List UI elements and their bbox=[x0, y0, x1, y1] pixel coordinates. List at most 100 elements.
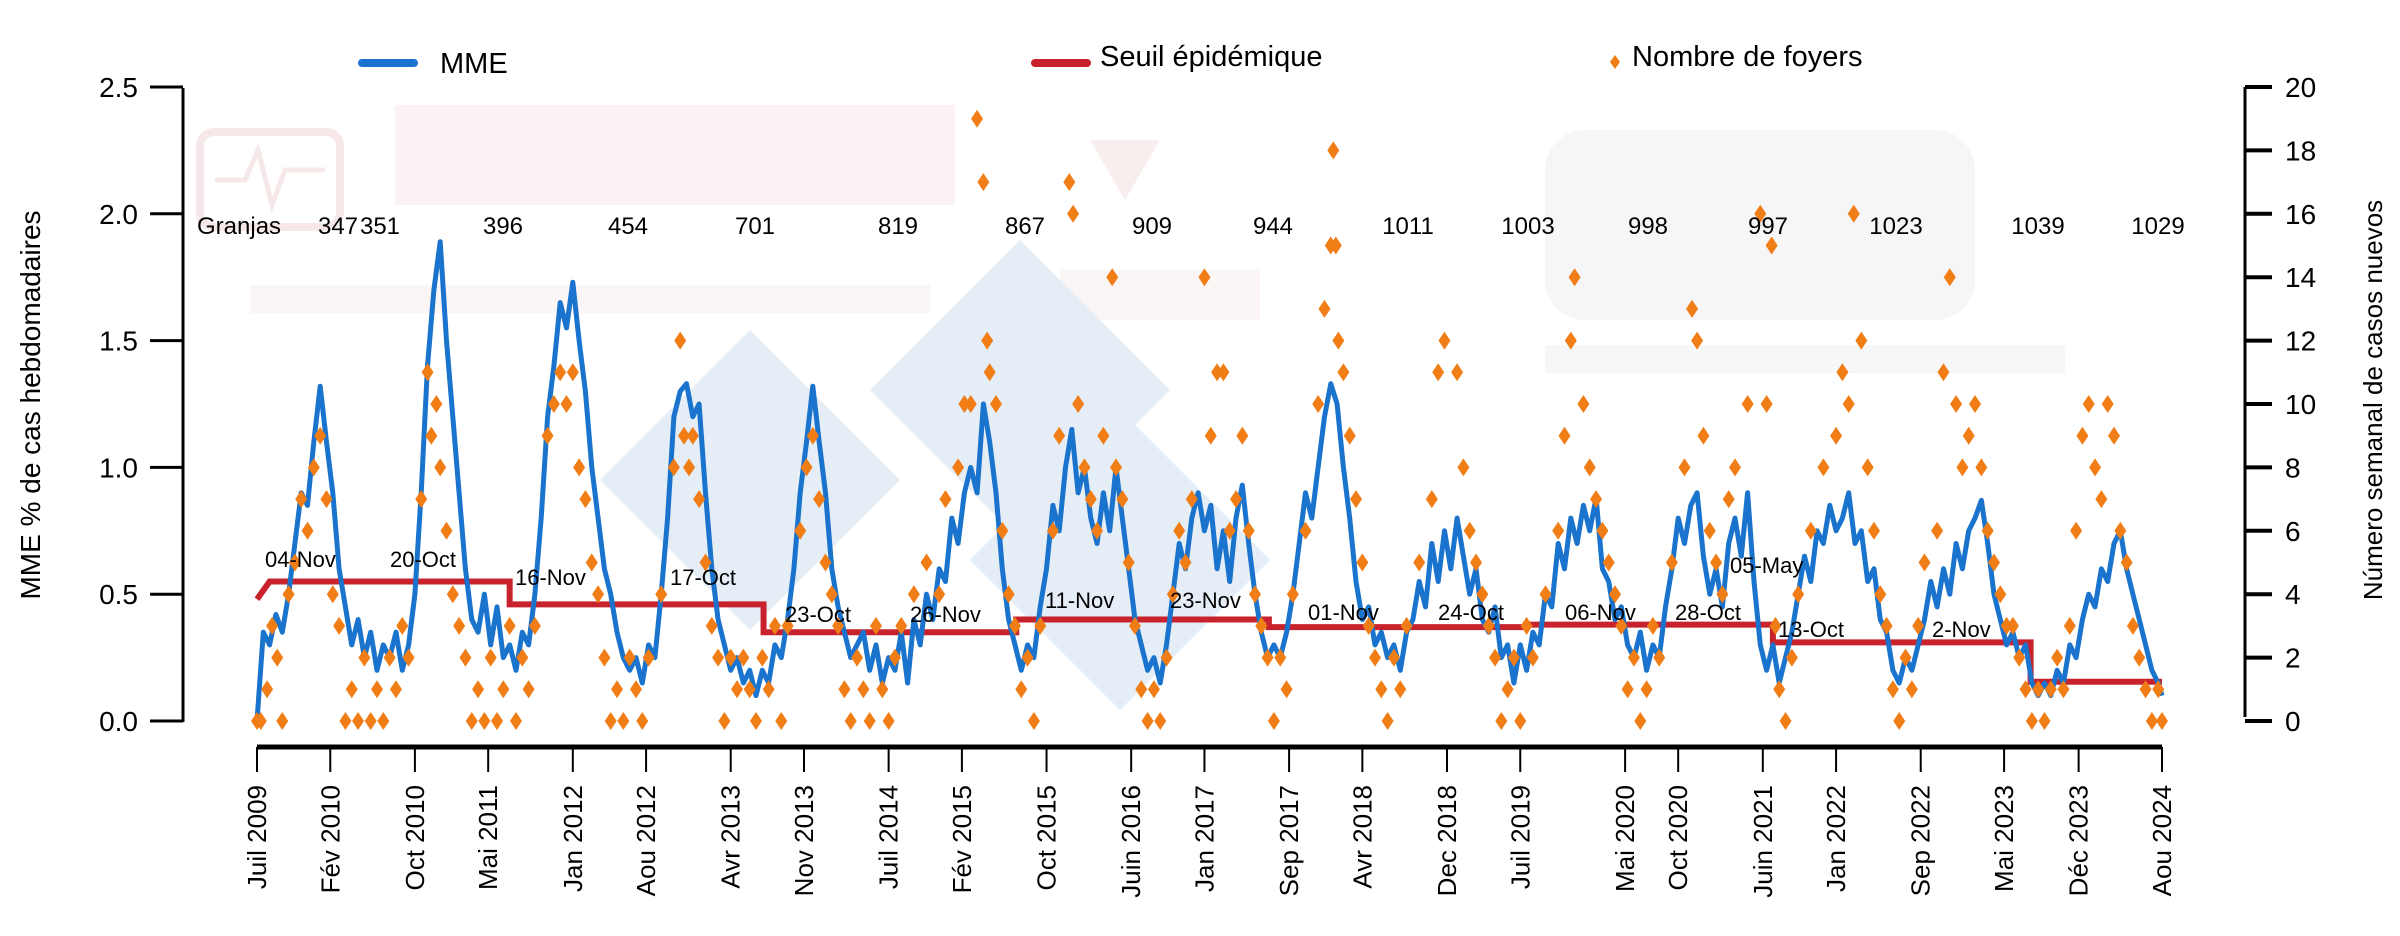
foyers-point bbox=[276, 712, 289, 730]
foyers-point bbox=[1697, 426, 1710, 445]
foyers-point bbox=[642, 648, 655, 667]
x-tick-label: Avr 2018 bbox=[1347, 785, 1377, 889]
foyers-point bbox=[1817, 458, 1830, 477]
foyers-point bbox=[1255, 616, 1268, 635]
foyers-point bbox=[2107, 426, 2120, 445]
threshold-date-label: 01-Nov bbox=[1308, 600, 1379, 625]
x-tick-label: Sep 2022 bbox=[1906, 785, 1936, 896]
foyers-point bbox=[560, 395, 573, 413]
foyers-point bbox=[2006, 616, 2019, 635]
foyers-point bbox=[952, 458, 965, 477]
foyers-point bbox=[254, 712, 267, 730]
left-y-tick-label: 0.0 bbox=[99, 706, 138, 737]
granjas-count: 396 bbox=[483, 213, 523, 240]
x-tick-label: Jan 2017 bbox=[1189, 785, 1219, 892]
foyers-point bbox=[2038, 712, 2051, 730]
foyers-point bbox=[295, 490, 308, 509]
foyers-point bbox=[1457, 458, 1470, 477]
foyers-point bbox=[396, 616, 409, 635]
foyers-point bbox=[402, 648, 415, 667]
x-tick-label: Juin 2021 bbox=[1748, 785, 1778, 898]
foyers-point bbox=[2156, 712, 2168, 730]
foyers-point bbox=[484, 648, 497, 667]
granjas-count: 701 bbox=[735, 213, 775, 240]
foyers-point bbox=[2063, 616, 2076, 635]
foyers-point bbox=[503, 616, 516, 635]
mshmp-watermark-subtitle-bar bbox=[250, 285, 930, 313]
foyers-point bbox=[1242, 521, 1255, 540]
x-tick-label: Jan 2012 bbox=[558, 785, 588, 892]
foyers-point bbox=[1621, 680, 1634, 699]
foyers-point bbox=[566, 363, 579, 382]
foyers-point bbox=[1847, 204, 1860, 223]
granjas-count: 347 bbox=[318, 213, 358, 240]
annotations: Granjas 347 351 396 454 701 819 867 909 944 1011 10… bbox=[197, 213, 2185, 642]
foyers-point bbox=[1015, 680, 1028, 699]
foyers-point bbox=[2057, 680, 2070, 699]
foyers-point bbox=[1918, 553, 1931, 572]
foyers-point bbox=[882, 712, 895, 730]
mshmp-pulse-watermark-icon bbox=[215, 142, 325, 214]
foyers-point bbox=[1716, 585, 1729, 604]
foyers-point bbox=[1072, 395, 1085, 413]
foyers-point bbox=[1375, 680, 1388, 699]
legend: MME Seuil épidémique Nombre de foyers bbox=[358, 41, 1863, 80]
granjas-count: 819 bbox=[878, 213, 918, 240]
foyers-point bbox=[1053, 426, 1066, 445]
foyers-point bbox=[1091, 521, 1104, 540]
foyers-point bbox=[895, 616, 908, 635]
axes: 0.0 0.5 1.0 1.5 2.0 2.5 MME % de cas hebdomada… bbox=[15, 72, 2388, 898]
logo-333-watermark-icon bbox=[970, 410, 1270, 710]
foyers-point bbox=[598, 648, 611, 667]
foyers-point bbox=[1577, 395, 1590, 413]
left-y-tick-label: 2.5 bbox=[99, 72, 138, 103]
foyers-point bbox=[1804, 521, 1817, 540]
foyers-point bbox=[2032, 680, 2045, 699]
threshold-date-label: 05-May bbox=[1730, 553, 1803, 578]
foyers-point bbox=[1956, 458, 1969, 477]
foyers-point bbox=[1899, 648, 1912, 667]
foyers-point bbox=[1470, 553, 1483, 572]
foyers-point bbox=[1097, 426, 1110, 445]
foyers-point bbox=[2013, 648, 2026, 667]
foyers-point bbox=[749, 712, 762, 730]
left-y-tick-label: 2.0 bbox=[99, 199, 138, 230]
foyers-point bbox=[1432, 363, 1445, 382]
x-tick-label: Juin 2016 bbox=[1116, 785, 1146, 898]
foyers-point bbox=[371, 680, 384, 699]
foyers-point bbox=[806, 426, 819, 445]
foyers-point bbox=[1211, 363, 1224, 382]
foyers-point bbox=[1067, 204, 1080, 223]
foyers-point bbox=[1343, 426, 1356, 445]
foyers-point bbox=[446, 585, 459, 604]
foyers-point bbox=[1792, 585, 1805, 604]
foyers-point bbox=[629, 680, 642, 699]
foyers-point bbox=[819, 553, 832, 572]
foyers-point bbox=[743, 680, 756, 699]
foyers-point bbox=[352, 712, 365, 730]
x-tick-label: Nov 2013 bbox=[789, 785, 819, 896]
right-y-axis-label: Número semanal de casos nuevos bbox=[2358, 200, 2388, 600]
foyers-point bbox=[1223, 521, 1236, 540]
foyers-point bbox=[1381, 712, 1394, 730]
foyers-point bbox=[1583, 458, 1596, 477]
foyers-point bbox=[1769, 616, 1782, 635]
foyers-point bbox=[996, 521, 1009, 540]
foyers-point bbox=[939, 490, 952, 509]
foyers-point bbox=[1204, 426, 1217, 445]
right-y-tick-label: 10 bbox=[2285, 389, 2316, 420]
right-y-tick-label: 12 bbox=[2285, 326, 2316, 357]
foyers-point bbox=[1488, 648, 1501, 667]
foyers-point bbox=[2095, 490, 2108, 509]
foyers-point bbox=[314, 426, 327, 445]
granjas-count: 1039 bbox=[2011, 213, 2064, 240]
foyers-point bbox=[981, 331, 994, 350]
foyers-point bbox=[453, 616, 466, 635]
foyers-series bbox=[251, 109, 2168, 730]
foyers-point bbox=[1686, 299, 1699, 318]
granjas-label: Granjas bbox=[197, 213, 281, 240]
x-tick-label: Oct 2010 bbox=[400, 785, 430, 891]
foyers-point bbox=[1147, 680, 1160, 699]
foyers-point bbox=[1646, 616, 1659, 635]
foyers-point bbox=[1274, 648, 1287, 667]
